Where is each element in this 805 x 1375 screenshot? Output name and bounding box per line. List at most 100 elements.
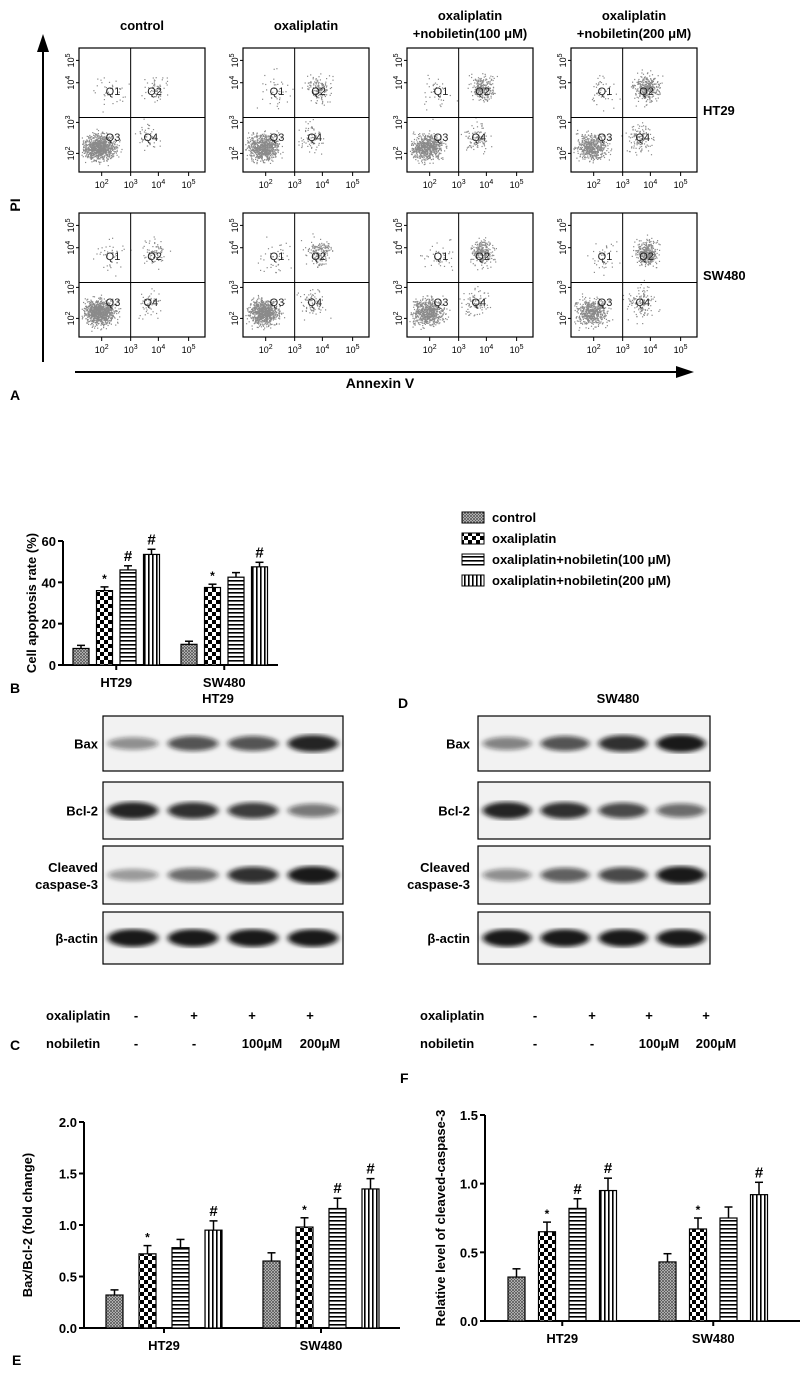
point xyxy=(152,90,154,92)
tick-exponent: 5 xyxy=(356,179,360,186)
point xyxy=(480,77,482,80)
point xyxy=(91,304,93,306)
tick-base: 10 xyxy=(479,180,489,190)
point xyxy=(492,76,494,78)
point xyxy=(89,134,91,137)
point xyxy=(436,137,438,139)
point xyxy=(99,154,102,156)
point xyxy=(83,145,85,147)
point xyxy=(586,145,588,147)
point xyxy=(419,151,421,153)
point xyxy=(427,139,429,141)
point xyxy=(110,146,112,148)
point xyxy=(417,150,420,152)
point xyxy=(95,147,97,149)
point xyxy=(106,132,108,134)
point xyxy=(431,144,433,146)
point xyxy=(159,140,161,142)
point xyxy=(416,149,418,151)
point xyxy=(308,82,310,84)
quadrant-label: Q1 xyxy=(270,86,285,98)
point xyxy=(103,136,105,138)
point xyxy=(475,93,477,96)
point xyxy=(264,150,266,152)
point xyxy=(413,150,415,152)
point xyxy=(484,132,486,134)
point xyxy=(100,156,102,158)
point xyxy=(430,146,432,148)
point xyxy=(421,141,423,143)
point xyxy=(429,156,431,158)
point xyxy=(307,85,309,87)
point xyxy=(107,165,109,167)
point xyxy=(81,151,84,154)
point xyxy=(86,315,88,317)
point xyxy=(268,146,270,148)
point xyxy=(472,145,474,147)
point xyxy=(310,100,312,102)
point xyxy=(432,144,435,146)
point xyxy=(266,149,268,151)
point xyxy=(264,146,266,148)
point xyxy=(649,86,652,88)
point xyxy=(134,133,137,135)
point xyxy=(642,80,644,82)
point xyxy=(640,84,642,86)
point xyxy=(316,102,318,104)
point xyxy=(656,81,659,84)
point xyxy=(97,157,99,159)
point xyxy=(488,87,490,89)
point xyxy=(273,82,275,84)
point xyxy=(117,147,119,149)
point xyxy=(89,312,91,314)
point xyxy=(319,87,321,89)
y-tick-label: 102 xyxy=(557,146,568,160)
point xyxy=(476,86,478,88)
point xyxy=(594,148,596,151)
point xyxy=(277,140,279,142)
point xyxy=(265,151,267,153)
tick-exponent: 3 xyxy=(229,115,236,119)
point xyxy=(476,126,479,128)
point xyxy=(425,155,427,157)
point xyxy=(421,148,423,150)
point xyxy=(647,85,649,87)
point xyxy=(584,153,586,155)
point xyxy=(492,93,494,95)
point xyxy=(418,147,420,149)
point xyxy=(431,148,434,150)
point xyxy=(431,144,433,146)
point xyxy=(478,86,480,88)
point xyxy=(158,88,160,90)
point xyxy=(104,95,106,97)
point xyxy=(246,154,248,157)
point xyxy=(646,85,648,88)
point xyxy=(647,89,649,91)
point xyxy=(263,141,265,143)
point xyxy=(480,99,482,101)
point xyxy=(432,158,434,160)
point xyxy=(262,91,264,93)
point xyxy=(647,136,649,138)
tick-base: 10 xyxy=(394,57,404,67)
point xyxy=(103,325,105,327)
point xyxy=(97,149,99,151)
point xyxy=(481,138,483,140)
point xyxy=(426,142,428,144)
point xyxy=(489,82,491,84)
x-tick-label: 105 xyxy=(510,179,524,190)
point xyxy=(301,145,303,147)
point xyxy=(325,86,327,88)
point xyxy=(639,87,641,89)
point xyxy=(639,91,641,94)
point xyxy=(594,140,596,142)
point xyxy=(99,140,101,142)
point xyxy=(659,92,661,94)
point xyxy=(91,158,93,160)
point xyxy=(638,127,640,129)
point xyxy=(254,142,256,144)
point xyxy=(653,79,655,81)
y-tick-label: 104 xyxy=(557,76,568,90)
point xyxy=(661,82,663,84)
point xyxy=(460,133,462,136)
